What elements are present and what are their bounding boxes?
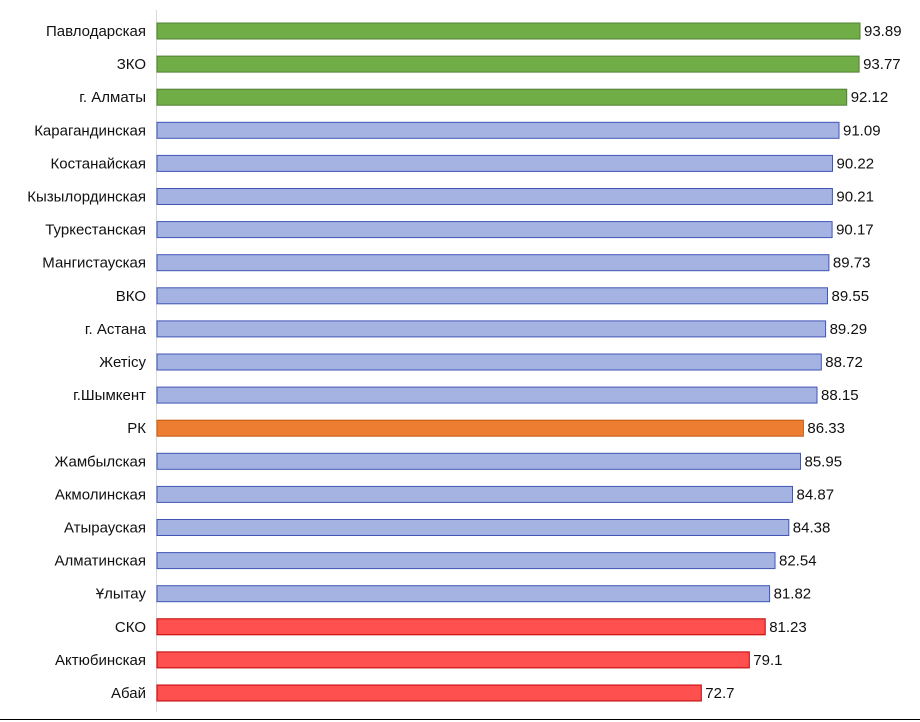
value-label: 84.87 bbox=[797, 486, 835, 503]
category-label: Абай bbox=[111, 685, 146, 702]
bar bbox=[156, 188, 833, 205]
bar bbox=[156, 519, 790, 536]
bar bbox=[156, 353, 822, 371]
value-label: 92.12 bbox=[851, 89, 889, 106]
category-label: Актюбинская bbox=[55, 652, 146, 669]
category-label: Карагандинская bbox=[34, 122, 146, 139]
value-label: 85.95 bbox=[805, 453, 843, 470]
category-label: Кызылординская bbox=[27, 189, 146, 206]
category-label: Атырауская bbox=[64, 520, 146, 537]
bar bbox=[156, 22, 861, 40]
category-label: г. Астана bbox=[85, 321, 147, 338]
bar bbox=[156, 121, 840, 139]
bar bbox=[156, 221, 833, 239]
bar bbox=[156, 154, 833, 172]
value-label: 93.77 bbox=[863, 56, 901, 73]
category-label: Мангистауская bbox=[42, 255, 146, 272]
value-label: 88.72 bbox=[825, 354, 863, 371]
category-label: РК bbox=[127, 420, 146, 437]
category-labels-layer: Павлодарская ЗКО г. Алматы Карагандинская Ко… bbox=[27, 23, 146, 702]
bar bbox=[156, 585, 771, 603]
bar bbox=[156, 651, 750, 669]
bar bbox=[156, 88, 848, 106]
bar bbox=[156, 618, 766, 636]
bar bbox=[156, 684, 702, 702]
bar bbox=[156, 254, 830, 272]
category-label: ВКО bbox=[116, 288, 146, 305]
value-label: 86.33 bbox=[807, 420, 845, 437]
value-label: 88.15 bbox=[821, 387, 859, 404]
value-label: 81.82 bbox=[774, 586, 812, 603]
bar bbox=[156, 55, 860, 73]
bar bbox=[156, 320, 827, 338]
value-label: 89.73 bbox=[833, 255, 871, 272]
value-label: 79.1 bbox=[753, 652, 782, 669]
category-label: Жетісу bbox=[99, 354, 146, 371]
value-label: 82.54 bbox=[779, 553, 817, 570]
category-label: г.Шымкент bbox=[73, 387, 146, 404]
category-label: Жамбылская bbox=[55, 453, 147, 470]
value-label: 93.89 bbox=[864, 23, 902, 40]
value-label: 81.23 bbox=[769, 619, 807, 636]
bar bbox=[156, 485, 793, 503]
category-label: СКО bbox=[115, 619, 146, 636]
category-label: Алматинская bbox=[55, 553, 146, 570]
value-label: 89.29 bbox=[830, 321, 868, 338]
category-label: г. Алматы bbox=[79, 89, 146, 106]
category-label: Акмолинская bbox=[55, 486, 146, 503]
bar bbox=[156, 386, 818, 404]
category-label: Туркестанская bbox=[45, 222, 146, 239]
value-label: 90.17 bbox=[836, 222, 874, 239]
value-label: 90.22 bbox=[837, 155, 875, 172]
bars-layer bbox=[156, 22, 861, 702]
category-label: Костанайская bbox=[51, 155, 147, 172]
value-label: 72.7 bbox=[705, 685, 734, 702]
category-label: ЗКО bbox=[117, 56, 146, 73]
bar bbox=[156, 552, 776, 570]
value-labels-layer: 93.89 93.77 92.12 91.09 90.22 90.21 90.17 89.73… bbox=[705, 23, 901, 702]
category-label: Ұлытау bbox=[96, 586, 147, 603]
value-label: 84.38 bbox=[793, 520, 831, 537]
value-label: 90.21 bbox=[836, 189, 874, 206]
value-label: 89.55 bbox=[832, 288, 870, 305]
bar bbox=[156, 287, 828, 305]
bar bbox=[156, 419, 804, 437]
category-label: Павлодарская bbox=[46, 23, 146, 40]
bar bbox=[156, 452, 801, 470]
value-label: 91.09 bbox=[843, 122, 881, 139]
